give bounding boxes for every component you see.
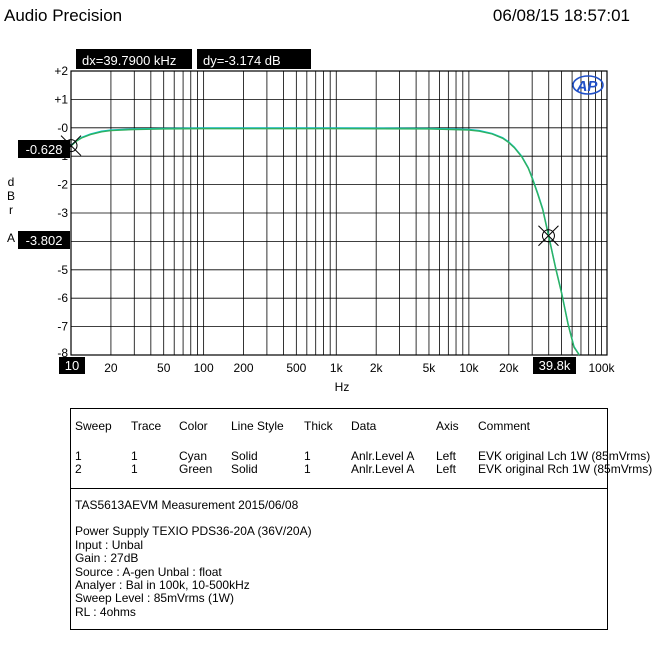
x-tick-label: 100k <box>588 361 615 375</box>
legend-divider <box>71 488 607 489</box>
notes-line: Power Supply TEXIO PDS36-20A (36V/20A) <box>75 525 312 538</box>
x-tick-label: 200 <box>234 361 254 375</box>
y-tick-label: -0 <box>57 121 68 135</box>
y-tick-label: -3 <box>57 206 68 220</box>
legend-cell-comment: EVK original Lch 1W (85mVrms) <box>478 449 650 463</box>
y-axis-label-letter: A <box>7 231 15 245</box>
legend-header-linestyle: Line Style <box>231 419 284 433</box>
legend-cell-sweep: 2 <box>75 462 82 476</box>
x-tick-label: 20k <box>499 361 519 375</box>
legend-header-comment: Comment <box>478 419 530 433</box>
legend-header-trace: Trace <box>131 419 161 433</box>
x-tick-label: 100 <box>194 361 214 375</box>
x-cursor-readout-right: 39.8k <box>539 358 571 373</box>
y-tick-label: +2 <box>54 64 68 78</box>
y-tick-label: -6 <box>57 291 68 305</box>
legend-cell-data: Anlr.Level A <box>351 449 414 463</box>
y-tick-label: -7 <box>57 320 68 334</box>
dx-readout: dx=39.7900 kHz <box>82 53 176 68</box>
x-tick-label: 10k <box>459 361 479 375</box>
y-tick-label: +1 <box>54 92 68 106</box>
dy-readout: dy=-3.174 dB <box>203 53 281 68</box>
x-tick-label: 50 <box>157 361 171 375</box>
legend-cell-linestyle: Solid <box>231 449 258 463</box>
x-axis-label: Hz <box>335 380 350 394</box>
y-axis-label-letter: r <box>9 203 13 217</box>
legend-header-sweep: Sweep <box>75 419 112 433</box>
x-tick-label: 20 <box>104 361 118 375</box>
legend-cell-axis: Left <box>436 449 456 463</box>
legend-cell-axis: Left <box>436 462 456 476</box>
legend-cell-data: Anlr.Level A <box>351 462 414 476</box>
legend-cell-comment: EVK original Rch 1W (85mVrms) <box>478 462 652 476</box>
notes-line: RL : 4ohms <box>75 606 312 619</box>
notes-line: Sweep Level : 85mVrms (1W) <box>75 592 312 605</box>
legend-header-data: Data <box>351 419 376 433</box>
legend-cell-color: Cyan <box>179 449 207 463</box>
legend-cell-thick: 1 <box>304 449 311 463</box>
legend-cell-sweep: 1 <box>75 449 82 463</box>
notes-line: Input : Unbal <box>75 539 312 552</box>
legend-header-color: Color <box>179 419 208 433</box>
legend-header-thick: Thick <box>304 419 333 433</box>
frequency-response-chart: +2+1-0-1-2-3-4-5-6-7-820501002005001k2k5… <box>0 0 664 400</box>
x-cursor-readout-left: 10 <box>65 358 79 373</box>
legend-cell-color: Green <box>179 462 212 476</box>
y-tick-label: -5 <box>57 263 68 277</box>
ap-logo-text: AP <box>576 78 599 95</box>
y-tick-label: -2 <box>57 178 68 192</box>
measurement-notes: TAS5613AEVM Measurement 2015/06/08 Power… <box>75 499 312 619</box>
x-tick-label: 5k <box>423 361 437 375</box>
legend-cell-linestyle: Solid <box>231 462 258 476</box>
y-axis-label-letter: B <box>7 189 15 203</box>
x-tick-label: 500 <box>286 361 306 375</box>
series-line-2 <box>71 129 579 355</box>
notes-line: Source : A-gen Unbal : float <box>75 566 312 579</box>
notes-line: Analyer : Bal in 100k, 10-500kHz <box>75 579 312 592</box>
left-cursor-readout: -0.628 <box>26 142 63 157</box>
x-tick-label: 1k <box>330 361 344 375</box>
x-tick-label: 2k <box>370 361 384 375</box>
right-cursor-readout: -3.802 <box>26 233 63 248</box>
y-axis-label-letter: d <box>8 175 15 189</box>
notes-title: TAS5613AEVM Measurement 2015/06/08 <box>75 499 312 512</box>
legend-cell-trace: 1 <box>131 462 138 476</box>
legend-cell-trace: 1 <box>131 449 138 463</box>
notes-line: Gain : 27dB <box>75 552 312 565</box>
legend-cell-thick: 1 <box>304 462 311 476</box>
legend-header-axis: Axis <box>436 419 459 433</box>
legend-panel: Sweep Trace Color Line Style Thick Data … <box>70 408 608 630</box>
